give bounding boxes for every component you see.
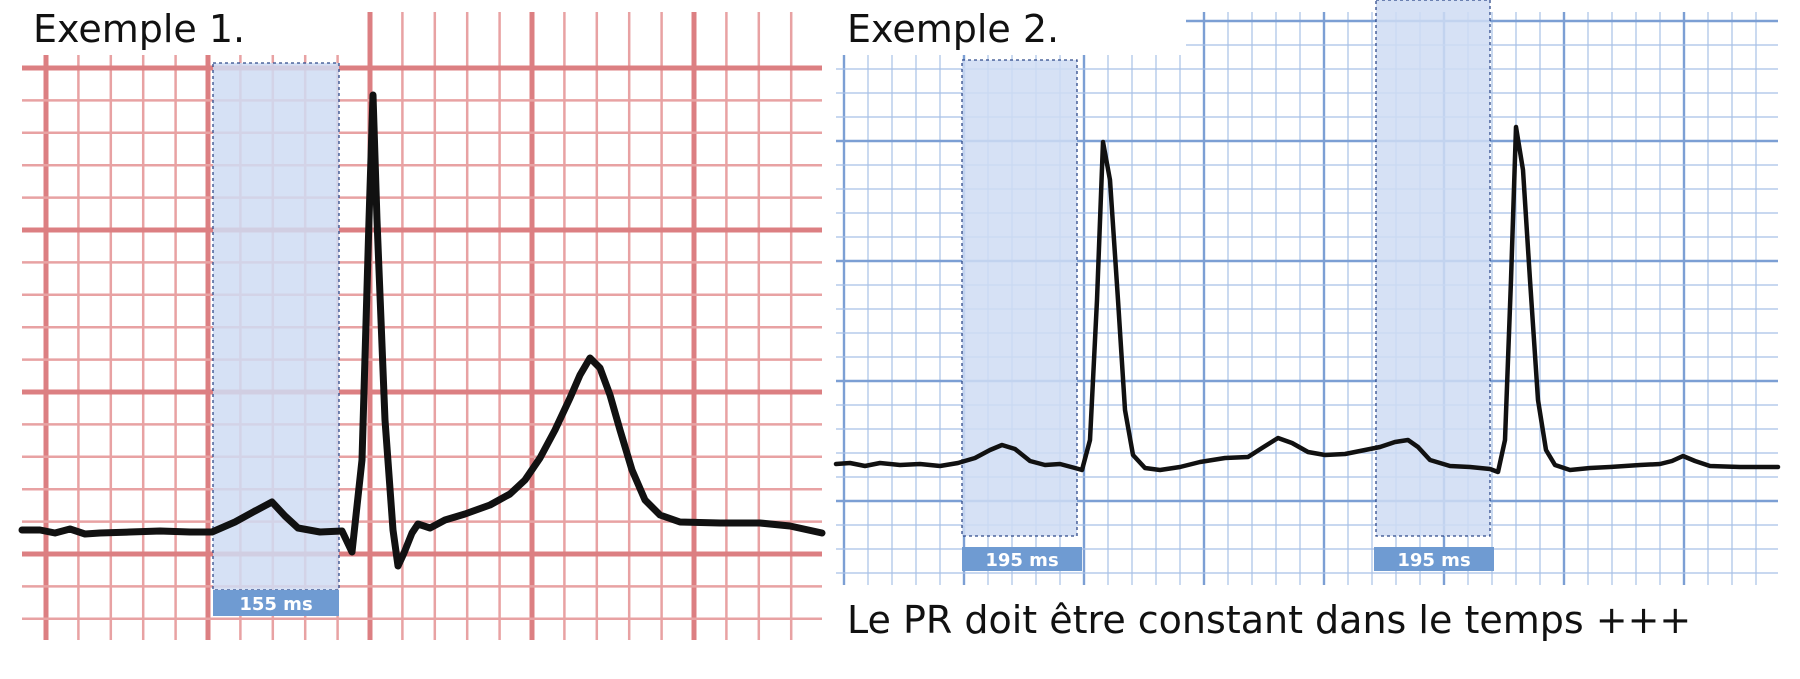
pr-interval-highlight-2 [1375, 0, 1491, 537]
pr-interval-label-1: 195 ms [985, 550, 1058, 571]
example-1-panel: 155 ms Exemple 1. [0, 0, 826, 640]
ecg-grid-red [22, 12, 822, 640]
example-2-title-bg [836, 0, 1186, 55]
caption-bg [830, 585, 1800, 679]
pr-interval-label: 155 ms [239, 594, 312, 615]
ecg-trace-2 [833, 124, 1781, 475]
pr-interval-label-box-2 [1374, 547, 1494, 571]
example-1-title: Exemple 1. [33, 7, 245, 51]
ecg-trace-1 [18, 91, 826, 570]
caption: Le PR doit être constant dans le temps +… [847, 598, 1691, 642]
example-2-title: Exemple 2. [847, 7, 1059, 51]
example-2-panel: 195 ms 195 ms Exemple 2. Le PR doit être… [830, 0, 1800, 679]
pr-interval-label-2: 195 ms [1397, 550, 1470, 571]
pr-interval-label-box-1 [962, 547, 1082, 571]
pr-interval-label-box [213, 590, 339, 616]
example-1-title-bg [0, 0, 360, 55]
